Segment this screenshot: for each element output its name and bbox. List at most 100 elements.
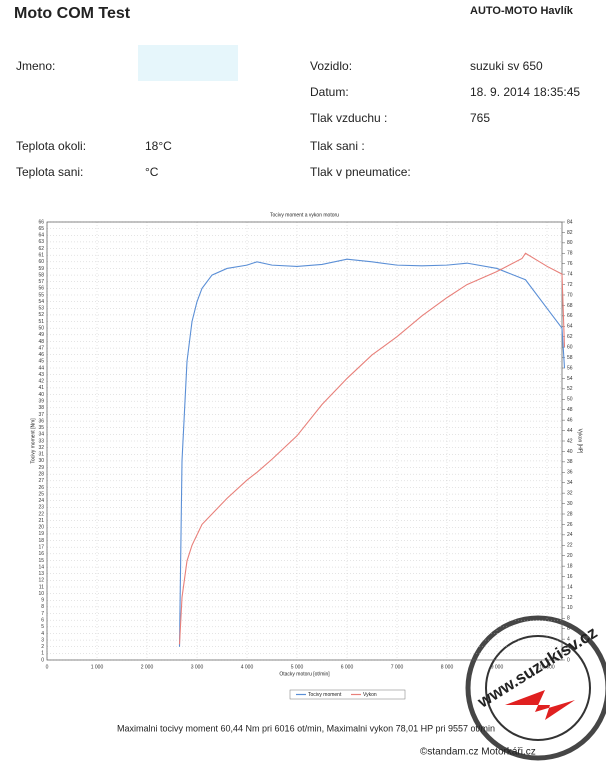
y-tick-label: 29 [38, 465, 44, 471]
y2-axis-label: Vykon [HP] [577, 429, 583, 454]
y-tick-label: 36 [38, 418, 44, 424]
y2-tick-label: 40 [567, 449, 573, 455]
y-tick-label: 33 [38, 438, 44, 444]
y2-tick-label: 30 [567, 501, 573, 507]
y-tick-label: 17 [38, 545, 44, 551]
y-tick-label: 58 [38, 272, 44, 278]
y2-tick-label: 62 [567, 334, 573, 340]
watermark-ring [485, 635, 591, 741]
field-label: Datum: [310, 85, 349, 99]
y-tick-label: 59 [38, 266, 44, 272]
y2-tick-label: 8 [567, 616, 570, 622]
field-value: °C [145, 165, 159, 179]
x-tick-label: 2 000 [141, 664, 154, 670]
y-tick-label: 16 [38, 551, 44, 557]
y-tick-label: 12 [38, 578, 44, 584]
y2-tick-label: 36 [567, 470, 573, 476]
y2-tick-label: 20 [567, 553, 573, 559]
doc-title: Moto COM Test [14, 5, 131, 22]
x-tick-label: 9 000 [491, 664, 504, 670]
y2-tick-label: 34 [567, 480, 573, 486]
y2-tick-label: 14 [567, 584, 573, 590]
y2-tick-label: 72 [567, 282, 573, 288]
y2-tick-label: 18 [567, 563, 573, 569]
field-label: Teplota sani: [16, 165, 83, 179]
y2-tick-label: 6 [567, 626, 570, 632]
x-tick-label: 8 000 [441, 664, 454, 670]
y2-tick-label: 38 [567, 459, 573, 465]
y-tick-label: 6 [41, 618, 44, 624]
x-tick-label: 5 000 [291, 664, 304, 670]
y2-tick-label: 84 [567, 219, 573, 225]
y2-tick-label: 54 [567, 376, 573, 382]
y-tick-label: 31 [38, 452, 44, 458]
y2-tick-label: 0 [567, 657, 570, 663]
y2-tick-label: 56 [567, 365, 573, 371]
field-label: Vozidlo: [310, 59, 352, 73]
y-tick-label: 40 [38, 392, 44, 398]
y-tick-label: 44 [38, 365, 44, 371]
y-tick-label: 63 [38, 239, 44, 245]
y2-tick-label: 10 [567, 605, 573, 611]
y2-tick-label: 60 [567, 344, 573, 350]
y-tick-label: 42 [38, 379, 44, 385]
chart-title: Tocivy moment a vykon motoru [270, 212, 339, 218]
y-tick-label: 48 [38, 339, 44, 345]
y2-tick-label: 12 [567, 595, 573, 601]
x-tick-label: 6 000 [341, 664, 354, 670]
y-tick-label: 24 [38, 498, 44, 504]
legend-label: Vykon [363, 692, 377, 698]
blurred-name [138, 45, 238, 81]
y-tick-label: 47 [38, 345, 44, 351]
field-label: Tlak v pneumatice: [310, 165, 411, 179]
y-tick-label: 46 [38, 352, 44, 358]
y-tick-label: 7 [41, 611, 44, 617]
y-tick-label: 37 [38, 412, 44, 418]
y2-tick-label: 80 [567, 240, 573, 246]
y-tick-label: 65 [38, 226, 44, 232]
y2-tick-label: 22 [567, 543, 573, 549]
y2-tick-label: 28 [567, 511, 573, 517]
y-tick-label: 14 [38, 564, 44, 570]
y2-tick-label: 58 [567, 355, 573, 361]
y2-tick-label: 68 [567, 303, 573, 309]
y-tick-label: 9 [41, 598, 44, 604]
y-tick-label: 15 [38, 558, 44, 564]
field-value: 18. 9. 2014 18:35:45 [470, 85, 580, 99]
y-tick-label: 22 [38, 511, 44, 517]
y-tick-label: 5 [41, 624, 44, 630]
field-value: 18°C [145, 139, 172, 153]
x-tick-label: 7 000 [391, 664, 404, 670]
y-tick-label: 26 [38, 485, 44, 491]
y-tick-label: 50 [38, 326, 44, 332]
watermark-badge [465, 615, 606, 761]
field-label: Jmeno: [16, 59, 55, 73]
y-tick-label: 38 [38, 405, 44, 411]
y-tick-label: 19 [38, 531, 44, 537]
y-tick-label: 25 [38, 491, 44, 497]
y-tick-label: 62 [38, 246, 44, 252]
y-tick-label: 66 [38, 219, 44, 225]
y2-tick-label: 82 [567, 230, 573, 236]
company: AUTO-MOTO Havlík [470, 5, 574, 17]
y2-tick-label: 76 [567, 261, 573, 267]
watermark-logo [505, 690, 575, 720]
y2-tick-label: 46 [567, 417, 573, 423]
y-tick-label: 0 [41, 657, 44, 663]
y2-tick-label: 24 [567, 532, 573, 538]
y-tick-label: 53 [38, 306, 44, 312]
y2-tick-label: 52 [567, 386, 573, 392]
y-tick-label: 39 [38, 399, 44, 405]
y2-tick-label: 74 [567, 271, 573, 277]
footer-summary: Maximalni tocivy moment 60,44 Nm pri 601… [117, 723, 495, 733]
y-tick-label: 49 [38, 332, 44, 338]
y-tick-label: 54 [38, 299, 44, 305]
y-tick-label: 57 [38, 279, 44, 285]
field-value: 765 [470, 111, 490, 125]
legend-box [289, 689, 406, 700]
y-tick-label: 51 [38, 319, 44, 325]
y-tick-label: 8 [41, 604, 44, 610]
y-tick-label: 45 [38, 359, 44, 365]
y2-tick-label: 44 [567, 428, 573, 434]
y-tick-label: 18 [38, 538, 44, 544]
